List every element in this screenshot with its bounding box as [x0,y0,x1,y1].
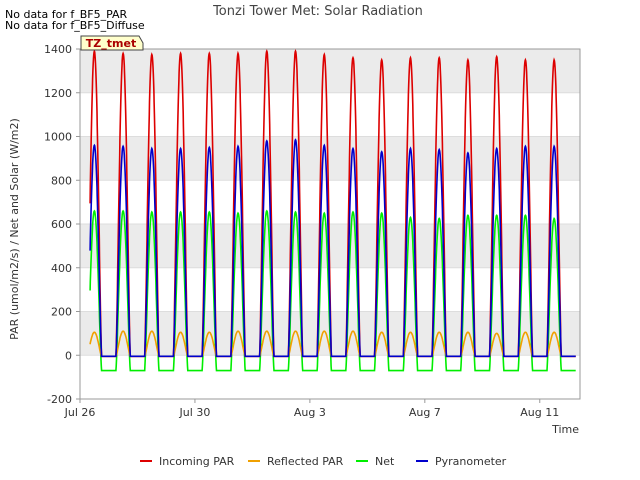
x-tick-label: Aug 7 [409,406,441,419]
legend-label: Incoming PAR [159,455,235,468]
x-axis-ticks: Jul 26 Jul 30 Aug 3 Aug 7 Aug 11 [64,399,559,419]
x-tick-label: Jul 26 [64,406,96,419]
y-tick-label: 600 [51,218,72,231]
no-data-note-par: No data for f_BF5_PAR [5,8,128,21]
y-tick-label: 400 [51,262,72,275]
x-tick-label: Aug 11 [520,406,559,419]
chart-title: Tonzi Tower Met: Solar Radiation [212,4,423,19]
y-tick-label: -200 [47,393,72,406]
legend-label: Pyranometer [435,455,507,468]
y-axis-ticks: -200 0 200 400 600 800 1000 1200 1400 [44,43,80,406]
site-label: TZ_tmet [86,37,136,50]
legend: Incoming PAR Reflected PAR Net Pyranometer [140,455,507,468]
y-tick-label: 1200 [44,87,72,100]
x-tick-label: Aug 3 [294,406,326,419]
y-tick-label: 200 [51,306,72,319]
y-tick-label: 800 [51,174,72,187]
series-line-pyranometer [89,138,576,358]
legend-label: Reflected PAR [267,455,344,468]
site-label-box: TZ_tmet [80,35,144,51]
y-tick-label: 0 [65,349,72,362]
y-tick-label: 1400 [44,43,72,56]
no-data-note-diffuse: No data for f_BF5_Diffuse [5,19,145,32]
x-tick-label: Jul 30 [179,406,211,419]
series-line-net [89,209,576,372]
x-axis-label: Time [551,423,579,436]
background-band [80,49,580,93]
series-lines [89,48,576,372]
y-tick-label: 1000 [44,131,72,144]
legend-label: Net [375,455,395,468]
y-axis-label: PAR (umol/m2/s) / Net and Solar (W/m2) [8,118,21,340]
background-band [80,136,580,181]
